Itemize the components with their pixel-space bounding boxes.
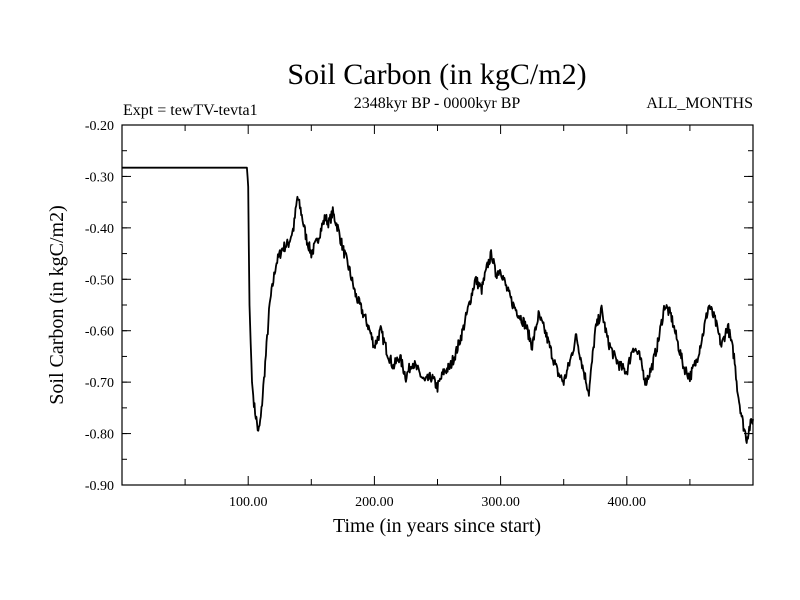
- y-axis-label: Soil Carbon (in kgC/m2): [46, 205, 68, 404]
- experiment-label: Expt = tewTV-tevta1: [123, 102, 258, 119]
- y-tick-label: -0.90: [85, 479, 114, 494]
- x-tick-label: 400.00: [608, 495, 647, 510]
- y-tick-label: -0.40: [85, 222, 114, 237]
- x-tick-label: 200.00: [355, 495, 394, 510]
- y-axis-ticks: -0.90 -0.80 -0.70 -0.60 -0.50 -0.40 -0.30 -0.20: [85, 119, 753, 494]
- y-tick-label: -0.70: [85, 376, 114, 391]
- x-tick-label: 300.00: [481, 495, 520, 510]
- y-tick-label: -0.30: [85, 170, 114, 185]
- y-tick-label: -0.50: [85, 273, 114, 288]
- months-label: ALL_MONTHS: [646, 95, 753, 112]
- x-tick-label: 100.00: [229, 495, 268, 510]
- y-tick-label: -0.20: [85, 119, 114, 134]
- x-axis-label: Time (in years since start): [333, 515, 541, 537]
- y-tick-label: -0.80: [85, 428, 114, 443]
- soil-carbon-series-line: [122, 166, 754, 444]
- x-axis-ticks: 100.00 200.00 300.00 400.00: [184, 125, 691, 510]
- time-range-label: 2348kyr BP - 0000kyr BP: [354, 95, 521, 112]
- chart-title: Soil Carbon (in kgC/m2): [287, 58, 586, 91]
- y-tick-label: -0.60: [85, 325, 114, 340]
- plot-frame: [121, 124, 754, 486]
